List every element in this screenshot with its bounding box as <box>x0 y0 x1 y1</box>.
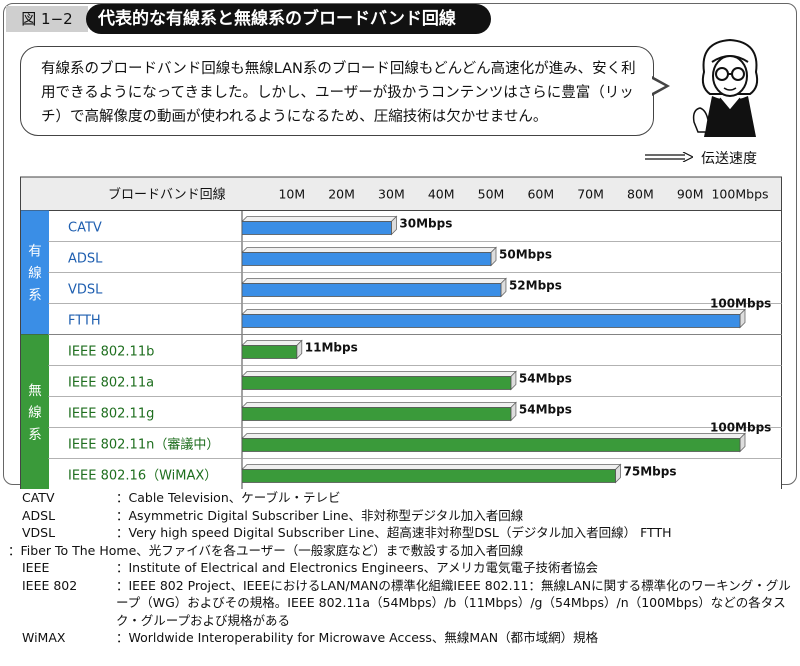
speed-direction-label: 伝送速度 <box>645 146 795 170</box>
glossary-entry: ：Fiber To The Home、光ファイバを各ユーザー（一般家庭など）まで… <box>4 542 796 560</box>
row-label: IEEE 802.16（WiMAX） <box>68 469 217 484</box>
glossary-definition: ：Worldwide Interoperability for Microwav… <box>116 630 599 645</box>
speech-bubble: 有線系のブロードバンド回線も無線LAN系のブロード回線もどんどん高速化が進み、安… <box>20 46 654 136</box>
bandwidth-bar-chart: ブロードバンド回線 10M 20M 30M 40M 50M 60M 70M 80M 90M 100M… <box>20 176 782 489</box>
bar-value-label: 11Mbps <box>305 341 358 355</box>
glossary-entry: IEEE ：Institute of Electrical and Electro… <box>4 559 796 577</box>
x-tick-label: 10M <box>278 187 305 202</box>
bar-value-label: 54Mbps <box>519 372 572 386</box>
glossary-entry: WiMAX ：Worldwide Interoperability for Mic… <box>4 629 796 647</box>
group-band <box>21 210 49 335</box>
bar-top-face <box>241 278 507 284</box>
bar-value-label: 52Mbps <box>509 279 562 293</box>
glossary-definition: ：IEEE 802 Project、IEEEにおけるLAN/MANの標準化組織I… <box>116 577 791 628</box>
row-label: IEEE 802.11a <box>68 376 154 391</box>
bar <box>241 283 502 297</box>
group-label-char: 系 <box>28 288 42 304</box>
bar <box>241 438 741 452</box>
group-label-char: 系 <box>28 427 42 443</box>
right-arrow-icon <box>645 152 693 162</box>
glossary-entry: ADSL ：Asymmetric Digital Subscriber Line、… <box>4 507 796 525</box>
glossary-term: WiMAX <box>22 630 66 645</box>
bar-top-face <box>241 340 303 346</box>
bar <box>241 469 616 483</box>
glossary-definition: ：Institute of Electrical and Electronics… <box>116 560 598 575</box>
group-label-char: 線 <box>28 405 42 421</box>
row-label: ADSL <box>68 252 103 267</box>
row-label: IEEE 802.11g <box>68 407 154 422</box>
group-band <box>21 334 49 489</box>
speech-bubble-tail <box>650 76 670 96</box>
x-tick-label: 40M <box>428 187 455 202</box>
row-label: IEEE 802.11b <box>68 345 154 360</box>
figure-title: 代表的な有線系と無線系のブロードバンド回線 <box>86 4 491 34</box>
x-tick-label: 100Mbps <box>711 187 768 202</box>
glossary-definition: ：Fiber To The Home、光ファイバを各ユーザー（一般家庭など）まで… <box>8 542 524 558</box>
x-tick-label: 60M <box>527 187 554 202</box>
glossary-definition: ：Very high speed Digital Subscriber Line… <box>116 525 672 540</box>
bar-value-label: 54Mbps <box>519 403 572 417</box>
bar-top-face <box>241 402 517 408</box>
x-tick-label: 90M <box>677 187 704 202</box>
glossary-entry: VDSL ：Very high speed Digital Subscriber … <box>4 524 796 542</box>
glossary: CATV ：Cable Television、ケーブル・テレビ ADSL ：Asymm… <box>4 489 796 647</box>
glossary-entry: IEEE 802 ：IEEE 802 Project、IEEEにおけるLAN/MA… <box>4 577 796 630</box>
bar <box>241 221 392 235</box>
row-label: CATV <box>68 221 102 236</box>
bar-top-face <box>241 433 746 439</box>
row-label: VDSL <box>68 283 103 298</box>
bar-value-label: 30Mbps <box>399 217 452 231</box>
glossary-definition: ：Cable Television、ケーブル・テレビ <box>116 490 341 505</box>
glossary-definition: ：Asymmetric Digital Subscriber Line、非対称型… <box>116 507 524 523</box>
glossary-term: IEEE <box>22 560 50 575</box>
bar-value-label: 50Mbps <box>499 248 552 262</box>
bar <box>241 376 512 390</box>
bar-top-face <box>241 247 497 253</box>
column-header: ブロードバンド回線 <box>108 187 226 203</box>
bar-value-label: 75Mbps <box>624 465 677 479</box>
speech-text: 有線系のブロードバンド回線も無線LAN系のブロード回線もどんどん高速化が進み、安… <box>41 61 636 125</box>
presenter-illustration-icon <box>692 38 759 137</box>
bar-value-label: 100Mbps <box>710 297 771 311</box>
group-label-char: 無 <box>28 383 42 399</box>
x-tick-label: 80M <box>627 187 654 202</box>
bar <box>241 345 298 359</box>
row-label: IEEE 802.11n（審議中） <box>68 438 219 453</box>
figure-number: 図 1−2 <box>6 6 88 32</box>
glossary-term: CATV <box>22 490 55 505</box>
bar <box>241 252 492 266</box>
bar-top-face <box>241 464 622 470</box>
bar <box>241 407 512 421</box>
bar-top-face <box>241 371 517 377</box>
glossary-entry: CATV ：Cable Television、ケーブル・テレビ <box>4 489 796 507</box>
x-tick-label: 50M <box>478 187 505 202</box>
group-label-char: 有 <box>28 244 42 260</box>
group-label-char: 線 <box>28 266 42 282</box>
row-label: FTTH <box>68 314 101 329</box>
glossary-term: IEEE 802 <box>22 577 78 593</box>
speed-axis-label: 伝送速度 <box>701 151 757 167</box>
glossary-term: VDSL <box>22 525 56 540</box>
chart-header-background <box>21 177 781 211</box>
bar-top-face <box>241 309 746 315</box>
glossary-term: ADSL <box>22 507 56 523</box>
bar-top-face <box>241 216 398 222</box>
bar <box>241 314 741 328</box>
x-tick-label: 70M <box>577 187 604 202</box>
bar-value-label: 100Mbps <box>710 421 771 435</box>
x-tick-label: 20M <box>328 187 355 202</box>
x-tick-label: 30M <box>378 187 405 202</box>
